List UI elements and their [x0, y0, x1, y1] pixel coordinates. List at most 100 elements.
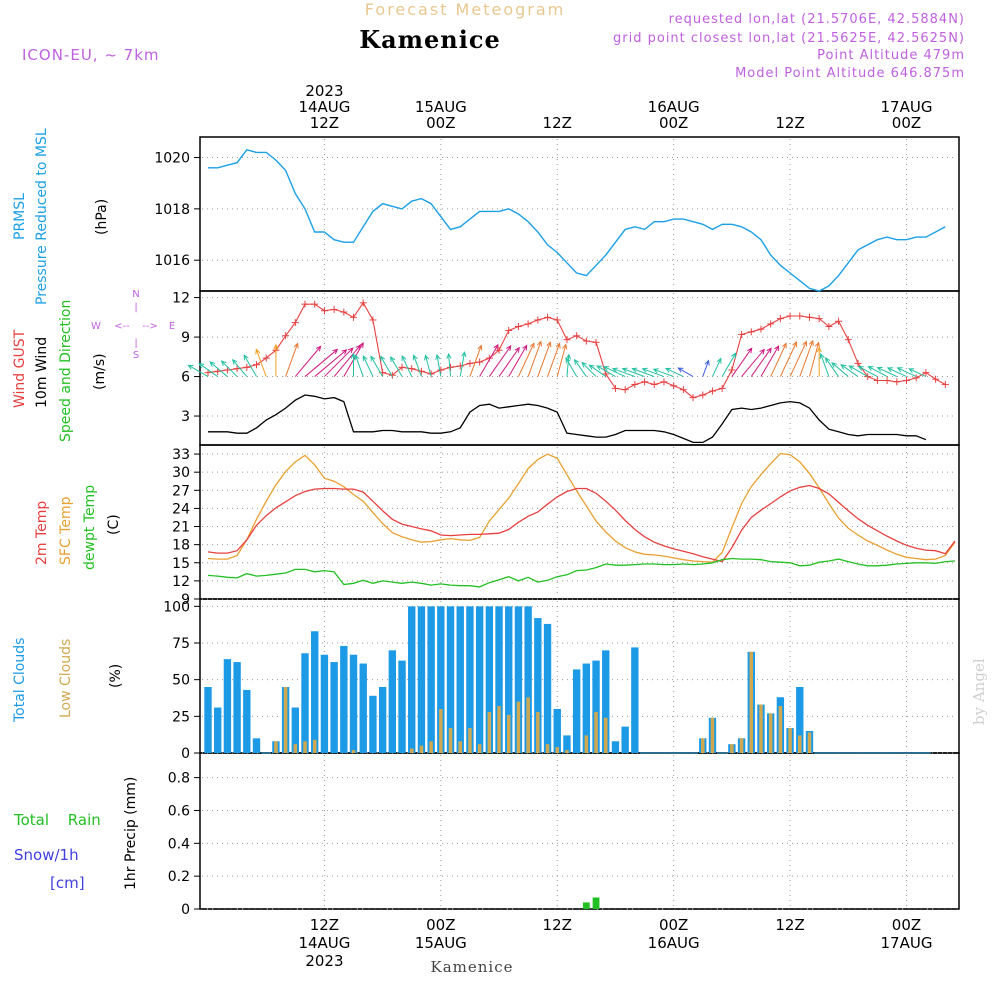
total-cloud-bar — [524, 606, 532, 753]
rain-bar — [592, 897, 600, 909]
low-cloud-bar — [497, 706, 501, 753]
pressure-tick-label: 1020 — [154, 151, 190, 167]
wind-arrow — [770, 343, 787, 377]
wind-arrow-head — [759, 348, 765, 355]
wind-arrow-head — [766, 347, 772, 354]
point-altitude: Point Altitude 479m — [817, 48, 965, 63]
wind-arrow-head — [401, 355, 407, 362]
low-cloud-bar — [749, 651, 754, 753]
wind-arrow — [294, 346, 322, 377]
total-cloud-bar — [223, 659, 232, 753]
precip-tick-label: 0.6 — [168, 803, 190, 819]
wind-arrow — [324, 347, 354, 377]
total-cloud-bar — [378, 687, 387, 753]
wind-arrow — [799, 340, 814, 377]
model-name: ICON-EU, ~ 7km — [22, 46, 160, 64]
wind-arrow — [622, 368, 645, 378]
watermark: by Angel — [970, 658, 988, 725]
pressure-label-msl: Pressure Reduced to MSL — [34, 128, 50, 305]
low-cloud-bar — [439, 709, 443, 753]
wind-arrow-head — [581, 361, 587, 368]
wind-gust-line — [207, 301, 946, 399]
wind-arrow — [596, 365, 616, 377]
gridpoint-coords: grid point closest lon,lat (21.5625E, 42… — [613, 31, 965, 46]
total-cloud-bar — [495, 606, 503, 753]
wind-arrow-head — [187, 364, 194, 370]
wind-arrow-head — [781, 342, 787, 349]
total-cloud-bar — [320, 654, 329, 753]
wind-arrow — [362, 355, 374, 377]
wind-arrow — [355, 355, 364, 377]
wind-arrow — [849, 365, 868, 377]
wind-arrow-head — [602, 366, 610, 371]
top-time-label: 17AUG — [881, 98, 933, 116]
low-cloud-bar — [798, 735, 802, 753]
pressure-tick-label: 1018 — [154, 202, 190, 218]
total-cloud-bar — [631, 647, 639, 753]
bottom-time-label: 12Z — [543, 916, 572, 934]
low-cloud-bar — [274, 741, 278, 753]
precip-unit: 1hr Precip (mm) — [123, 777, 139, 890]
low-cloud-bar — [701, 738, 705, 753]
temp-tick-label: 27 — [172, 483, 190, 499]
wind-arrow — [678, 367, 694, 377]
compass-n-bar: | — [134, 302, 137, 313]
total-cloud-bar — [505, 606, 513, 753]
wind-arrow — [581, 362, 597, 377]
wind-arrow-head — [332, 348, 339, 355]
wind-arrow-head — [876, 367, 883, 372]
wind-arrow-head — [840, 364, 847, 370]
top-time-label: 00Z — [426, 114, 455, 132]
low-cloud-bar — [468, 728, 472, 753]
wind-arrow-head — [588, 364, 595, 370]
precip-tick-label: 0 — [181, 902, 190, 918]
wind-arrow-head — [819, 352, 825, 360]
pressure-unit: (hPa) — [94, 199, 110, 235]
low-cloud-bar — [429, 741, 433, 753]
temp-tick-label: 33 — [172, 447, 190, 463]
wind-arrow-head — [347, 347, 354, 354]
wind-arrow-head — [546, 341, 552, 348]
wind-arrow-head — [908, 368, 915, 374]
total-cloud-bar — [437, 606, 445, 753]
wind-arrow — [556, 344, 567, 377]
low-cloud-bar — [536, 711, 540, 753]
low-cloud-bar — [303, 741, 307, 753]
cloud-unit: (%) — [108, 664, 124, 688]
low-cloud-bar — [768, 713, 773, 753]
rain-bar — [582, 902, 590, 909]
wind-arrow — [909, 368, 927, 378]
total-cloud-bar — [243, 689, 251, 753]
low-cloud-bar — [584, 735, 589, 753]
pressure-label-prmsl: PRMSL — [12, 193, 28, 240]
low-cloud-bar — [739, 738, 744, 753]
temp-tick-label: 12 — [172, 574, 190, 590]
precip-tick-label: 0.8 — [168, 771, 190, 787]
bottom-time-label: 2023 — [305, 952, 343, 970]
low-cloud-bar — [409, 748, 414, 753]
top-time-label: 00Z — [659, 114, 688, 132]
wind-arrow-head — [652, 368, 659, 374]
wind-arrow — [314, 349, 347, 377]
wind-arrow — [243, 354, 257, 377]
total-cloud-bar — [369, 695, 377, 753]
total-cloud-bar — [427, 606, 435, 753]
requested-coords: requested lon,lat (21.5706E, 42.5884N) — [669, 12, 965, 27]
clouds-tick-label: 25 — [172, 709, 190, 725]
bottom-time-label: 14AUG — [298, 934, 350, 952]
total-cloud-bar — [340, 645, 348, 753]
wind-arrow-head — [341, 349, 348, 355]
wind-arrow-head — [315, 345, 322, 352]
wind-arrow — [741, 349, 765, 377]
wind-arrow — [459, 352, 466, 377]
location-title: Kamenice — [359, 25, 501, 54]
total-cloud-bar — [466, 606, 474, 753]
wind-arrow-head — [731, 352, 737, 359]
wind-arrow — [565, 357, 578, 377]
wind-arrow-head — [824, 357, 831, 364]
wind-arrow-head — [802, 340, 807, 347]
wind-arrow — [897, 367, 917, 378]
total-cloud-bar — [301, 653, 309, 753]
total-cloud-bar — [311, 631, 319, 753]
